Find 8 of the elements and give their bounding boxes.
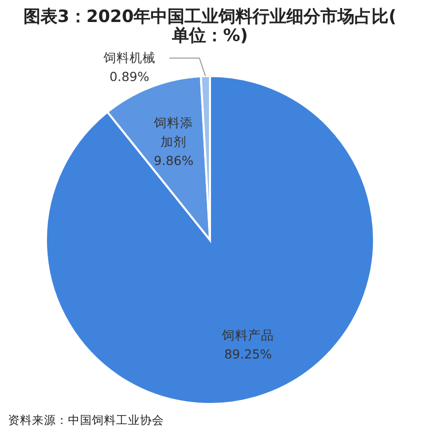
slice-label: 饲料产品 <box>221 327 274 342</box>
text: 资料来源：中国饲料工业协会 <box>8 413 164 427</box>
chart-title: 图表3：2020年中国工业饲料行业细分市场占比(单位：%) <box>24 7 396 46</box>
data-label: 0.89% <box>110 69 150 84</box>
data-label: 9.86% <box>154 153 194 168</box>
slice-label: 饲料机械 <box>102 50 156 66</box>
slice-label: 饲料添加剂 <box>153 115 194 150</box>
data-label: 89.25% <box>224 346 272 362</box>
